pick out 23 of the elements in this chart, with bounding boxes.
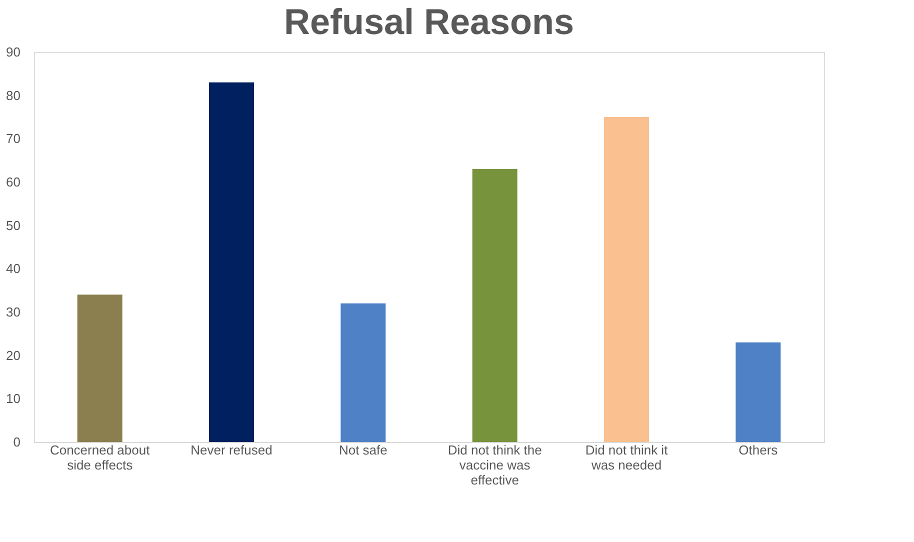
x-tick-label: Not safe xyxy=(338,442,388,458)
chart-title: Refusal Reasons xyxy=(284,1,574,42)
bar xyxy=(209,82,254,442)
y-tick-label: 70 xyxy=(6,131,20,146)
bar xyxy=(472,169,518,442)
bar xyxy=(340,303,386,442)
y-tick-label: 90 xyxy=(6,44,20,60)
y-tick-label: 50 xyxy=(6,218,20,233)
y-tick-label: 10 xyxy=(6,391,20,406)
x-tick-label: Concerned about side effects xyxy=(50,442,150,472)
bar xyxy=(77,294,122,442)
bar xyxy=(736,342,781,442)
y-tick-label: 0 xyxy=(13,434,20,450)
y-tick-label: 60 xyxy=(6,174,20,190)
y-tick-label: 80 xyxy=(6,88,20,103)
y-tick-label: 20 xyxy=(6,348,20,363)
x-tick-label: Did not think it was needed xyxy=(585,442,668,472)
x-tick-label: Never refused xyxy=(190,442,272,458)
y-tick-label: 40 xyxy=(6,261,20,276)
bar xyxy=(604,117,649,442)
x-tick-label: Others xyxy=(738,442,778,458)
y-tick-label: 30 xyxy=(6,304,20,320)
x-tick-label: Did not think the vaccine was effective xyxy=(448,442,542,488)
